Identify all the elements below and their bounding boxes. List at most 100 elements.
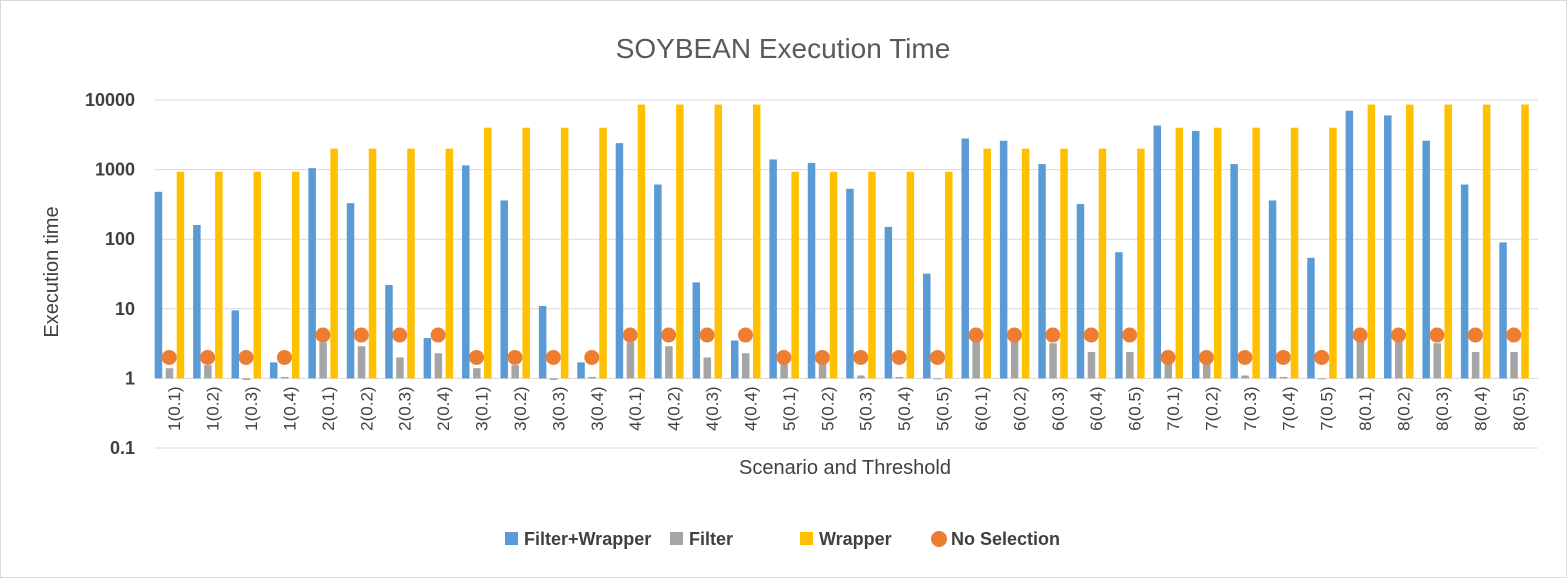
bar-filter-wrapper (346, 203, 355, 379)
bar-wrapper (1406, 104, 1414, 379)
category-label: 6(0.5) (1126, 386, 1145, 430)
legend-label: Wrapper (819, 529, 892, 549)
marker-no-selection (1352, 327, 1368, 343)
bar-filter-wrapper (884, 226, 893, 379)
category-label: 8(0.4) (1471, 386, 1490, 430)
category-label: 4(0.4) (741, 386, 760, 430)
bar-wrapper (407, 148, 415, 379)
bar-wrapper (1021, 148, 1030, 379)
marker-no-selection (392, 327, 408, 343)
category-label: 3(0.1) (473, 386, 492, 430)
bar-filter (703, 357, 712, 379)
bar-filter (1202, 363, 1211, 379)
category-label: 5(0.3) (857, 386, 876, 430)
category-label: 1(0.1) (165, 386, 184, 430)
bar-filter (319, 342, 327, 379)
bar-wrapper (1521, 104, 1529, 379)
marker-no-selection (1467, 327, 1483, 343)
marker-no-selection (776, 349, 792, 365)
legend-swatch (931, 531, 947, 547)
marker-no-selection (200, 349, 216, 365)
bar-filter-wrapper (193, 224, 201, 379)
marker-no-selection (661, 327, 677, 343)
bar-wrapper (945, 171, 953, 379)
bar-wrapper (1290, 127, 1299, 379)
marker-no-selection (1045, 327, 1061, 343)
legend-label: No Selection (951, 529, 1060, 549)
bar-wrapper (676, 104, 684, 379)
bar-filter (1049, 343, 1057, 379)
bar-wrapper (868, 171, 876, 379)
bar-wrapper (637, 104, 646, 379)
bar-wrapper (560, 127, 569, 379)
bar-filter-wrapper (961, 138, 969, 379)
bar-filter-wrapper (1230, 164, 1238, 379)
category-label: 5(0.4) (895, 386, 914, 430)
bar-wrapper (522, 127, 530, 379)
marker-no-selection (1006, 327, 1022, 343)
category-label: 6(0.1) (972, 386, 991, 430)
bar-filter-wrapper (769, 159, 777, 379)
y-tick-label: 10000 (85, 90, 135, 110)
bar-wrapper (1367, 104, 1376, 379)
legend-swatch (670, 532, 683, 545)
category-label: 2(0.1) (319, 386, 338, 430)
bar-filter-wrapper (654, 184, 662, 379)
marker-no-selection (353, 327, 369, 343)
chart-title: SOYBEAN Execution Time (616, 33, 951, 64)
category-label: 5(0.2) (818, 386, 837, 430)
bar-filter (242, 378, 251, 380)
bar-filter-wrapper (1307, 257, 1315, 379)
legend-label: Filter+Wrapper (524, 529, 651, 549)
bar-filter (780, 364, 788, 379)
marker-no-selection (430, 327, 446, 343)
marker-no-selection (1391, 327, 1407, 343)
legend-swatch (800, 532, 813, 545)
y-tick-labels: 0.1 1 10 100 1000 10000 (85, 90, 135, 458)
bar-filter-wrapper (999, 140, 1008, 379)
category-label: 7(0.4) (1279, 386, 1298, 430)
marker-no-selection (238, 349, 254, 365)
bar-filter-wrapper (154, 191, 163, 379)
marker-no-selection (930, 349, 946, 365)
bar-wrapper (1175, 127, 1184, 379)
bar-filter (1510, 351, 1518, 379)
y-tick-label: 1000 (95, 160, 135, 180)
bar-filter (204, 365, 212, 379)
bar-filter-wrapper (692, 282, 701, 379)
category-label: 7(0.2) (1202, 386, 1221, 430)
bar-filter (1318, 378, 1326, 380)
bar-filter-wrapper (308, 168, 316, 379)
bar-wrapper (291, 171, 300, 379)
marker-no-selection (1275, 349, 1291, 365)
bar-filter (1471, 351, 1480, 379)
marker-no-selection (737, 327, 753, 343)
bar-filter-wrapper (615, 143, 624, 379)
bar-wrapper (215, 171, 223, 379)
y-tick-label: 10 (115, 299, 135, 319)
bar-filter (934, 378, 942, 380)
category-label: 8(0.1) (1356, 386, 1375, 430)
category-labels: 1(0.1) 1(0.2) 1(0.3) 1(0.4) 2(0.1) 2(0.2) 2(0.… (165, 386, 1529, 430)
legend-swatch (505, 532, 518, 545)
marker-no-selection (161, 349, 177, 365)
category-label: 5(0.1) (780, 386, 799, 430)
bar-filter (549, 378, 558, 380)
category-label: 8(0.2) (1395, 386, 1414, 430)
marker-no-selection (699, 327, 715, 343)
marker-no-selection (853, 349, 869, 365)
bar-filter-wrapper (730, 340, 739, 379)
marker-no-selection (891, 349, 907, 365)
bar-wrapper (1329, 127, 1337, 379)
marker-no-selection (1083, 327, 1099, 343)
marker-no-selection (545, 349, 561, 365)
bar-wrapper (1137, 148, 1145, 379)
bar-wrapper (445, 148, 454, 379)
bar-wrapper (752, 104, 761, 379)
bar-filter-wrapper (807, 162, 816, 379)
bar-wrapper (330, 148, 338, 379)
marker-no-selection (315, 327, 331, 343)
category-label: 1(0.2) (204, 386, 223, 430)
legend: Filter+Wrapper Filter Wrapper No Selection (505, 529, 1060, 549)
